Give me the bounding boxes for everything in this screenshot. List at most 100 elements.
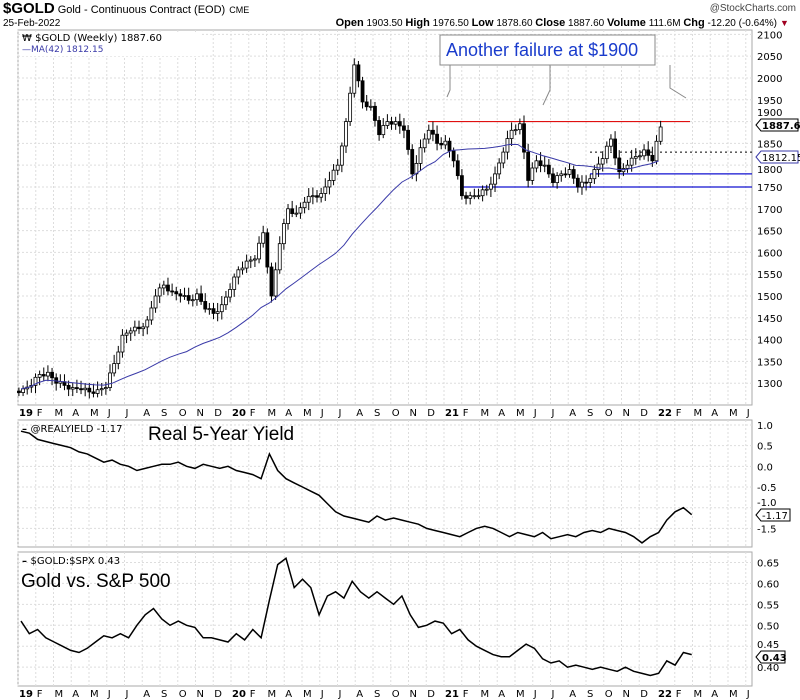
- candle-body: [145, 319, 150, 328]
- x-tick-label: M: [481, 408, 490, 419]
- candle-body: [633, 156, 638, 159]
- candle-body: [207, 308, 212, 311]
- x-tick-label: M: [481, 689, 490, 700]
- candle-body: [431, 129, 435, 135]
- candle-body: [182, 295, 187, 297]
- candle-body: [559, 173, 564, 177]
- x-tick-label: O: [605, 689, 613, 700]
- candle-body: [112, 363, 117, 374]
- gold-spx-line: [20, 557, 692, 677]
- candle-body: [253, 258, 257, 261]
- x-tick-label: O: [179, 408, 187, 419]
- x-tick-label: A: [569, 689, 576, 700]
- stockcharts-watermark: @StockCharts.com: [710, 3, 796, 14]
- candle-body: [50, 371, 54, 379]
- svg-text:-1.17: -1.17: [762, 511, 788, 522]
- y-tick-label: -0.5: [757, 483, 777, 494]
- x-tick-label: A: [72, 408, 79, 419]
- candle-body: [526, 151, 531, 181]
- price-panel: [17, 29, 753, 406]
- candle-body: [397, 121, 402, 127]
- candle-body: [224, 296, 228, 306]
- y-tick-label: 2100: [757, 30, 782, 41]
- x-tick-label: A: [72, 689, 79, 700]
- x-tick-label: N: [197, 689, 204, 700]
- change-down-arrow-icon: ▼: [780, 18, 789, 28]
- y-tick-label: 0.40: [757, 663, 779, 674]
- x-tick-label: F: [250, 408, 256, 419]
- candle-body: [488, 183, 493, 190]
- y-tick-label: -1.5: [757, 524, 777, 535]
- y-tick-label: 1300: [757, 379, 782, 390]
- candle-body: [66, 384, 71, 390]
- candle-body: [638, 155, 642, 158]
- gold-spx-legend: – $GOLD:$SPX 0.43: [22, 556, 120, 567]
- x-tick-label: M: [729, 689, 738, 700]
- candle-body: [46, 371, 50, 377]
- candle-body: [480, 189, 485, 197]
- candle-body: [555, 175, 560, 184]
- candle-body: [617, 157, 622, 173]
- candle-body: [290, 208, 295, 214]
- candle-body: [41, 374, 46, 377]
- annotation-pointers: [446, 65, 687, 106]
- candle-body: [319, 193, 324, 198]
- candle-body: [501, 151, 506, 164]
- candle-body: [476, 195, 481, 198]
- x-tick-label: N: [197, 408, 204, 419]
- x-tick-label: 21: [445, 408, 459, 419]
- candle-body: [567, 169, 572, 175]
- candle-body: [219, 304, 224, 313]
- x-tick-label: F: [37, 689, 43, 700]
- candle-body: [592, 169, 597, 180]
- candle-body: [344, 121, 348, 147]
- annotation-text: Another failure at $1900: [446, 40, 638, 60]
- candle-body: [460, 175, 464, 197]
- last-price-tag: 1887.60: [755, 118, 800, 132]
- candle-body: [269, 266, 274, 297]
- y-tick-label: 0.60: [757, 579, 779, 590]
- axis-labels: 1919FFMMAAMMJJJJAASSOONNDD2020FFMMAAMMJJ…: [19, 30, 782, 700]
- x-tick-label: J: [338, 408, 342, 419]
- candle-body: [331, 169, 336, 181]
- y-tick-label: 1700: [757, 205, 782, 216]
- annotation-box: [439, 34, 656, 66]
- candle-body: [600, 158, 605, 165]
- candle-body: [402, 125, 406, 131]
- candle-body: [166, 284, 170, 292]
- x-tick-label: 22: [658, 408, 672, 419]
- candle-body: [513, 129, 518, 132]
- candle-body: [261, 232, 266, 244]
- candle-body: [650, 154, 655, 162]
- chart-title: $GOLD Gold - Continuous Contract (EOD) CME: [3, 0, 249, 17]
- candle-body: [604, 145, 609, 160]
- x-tick-label: M: [303, 689, 312, 700]
- candle-body: [621, 168, 626, 173]
- candle-body: [451, 150, 456, 162]
- candle-body: [74, 387, 79, 390]
- candle-body: [186, 295, 191, 301]
- candle-body: [426, 129, 431, 140]
- y-tick-label: 1450: [757, 314, 782, 325]
- candle-body: [509, 129, 514, 139]
- candle-body: [538, 160, 543, 167]
- svg-text:1887.60: 1887.60: [762, 121, 800, 132]
- candle-body: [546, 164, 551, 175]
- candle-body: [174, 291, 179, 295]
- x-tick-label: A: [711, 689, 718, 700]
- y-tick-label: 1.0: [757, 421, 773, 432]
- candle-body: [294, 212, 299, 215]
- candle-body: [575, 177, 580, 188]
- candle-body: [497, 162, 502, 175]
- candle-body: [153, 295, 158, 309]
- candle-body: [658, 126, 663, 142]
- x-tick-label: D: [427, 689, 435, 700]
- x-tick-label: 19: [19, 689, 33, 700]
- candle-body: [360, 80, 365, 103]
- y-tick-label: 1850: [757, 139, 782, 150]
- y-tick-label: 1950: [757, 96, 782, 107]
- x-tick-label: S: [161, 689, 167, 700]
- x-tick-label: J: [320, 689, 324, 700]
- candle-body: [281, 223, 286, 245]
- x-tick-label: A: [285, 689, 292, 700]
